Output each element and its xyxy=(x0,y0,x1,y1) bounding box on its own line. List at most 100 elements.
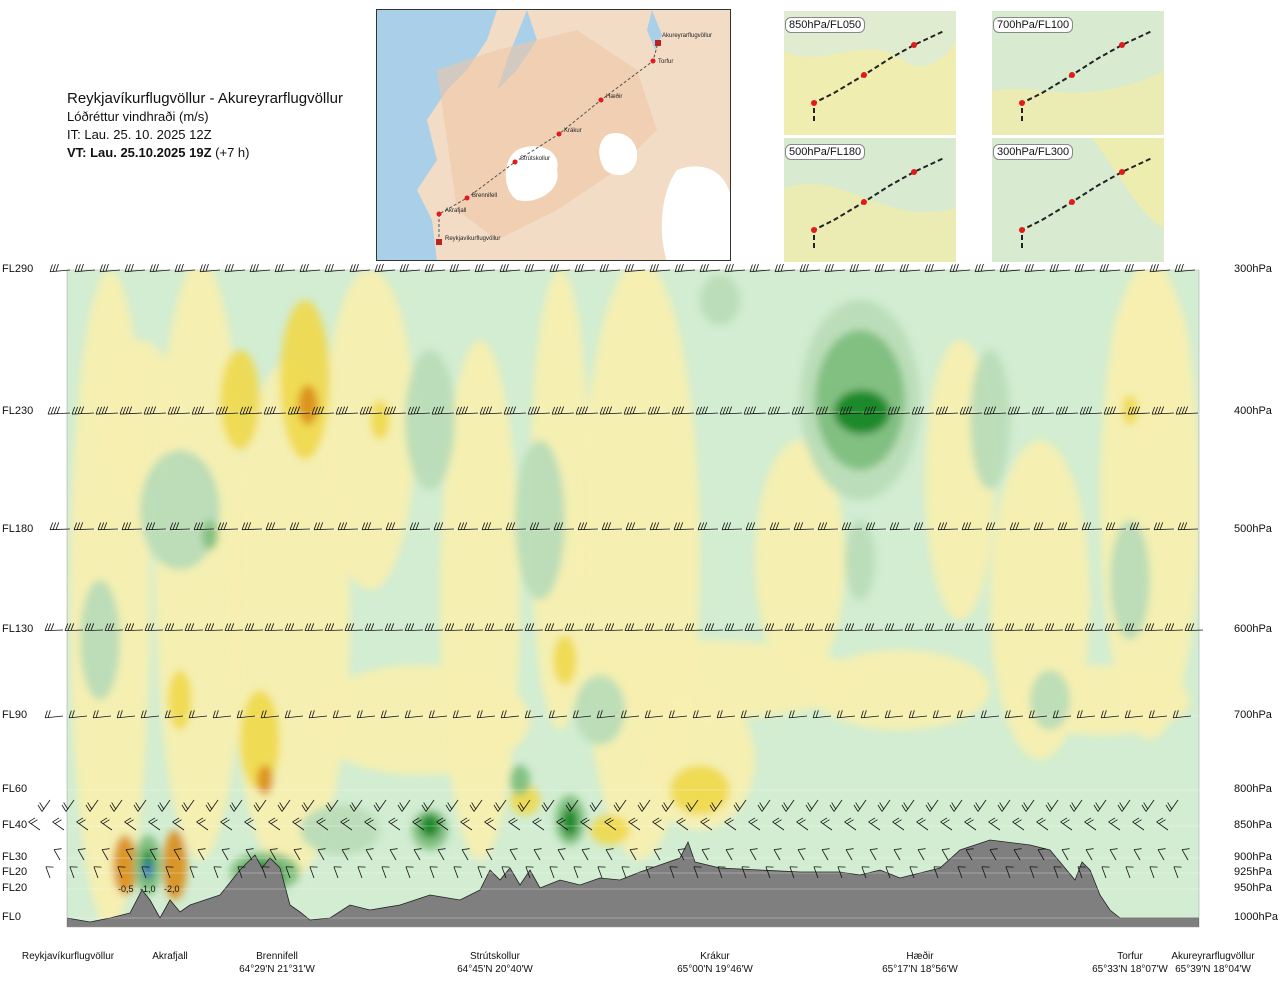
waypoint-name: Hæðir xyxy=(906,951,934,962)
map-waypoint-label: Reykjavíkurflugvöllur xyxy=(445,236,500,242)
wind-barb xyxy=(684,623,704,632)
waypoint-coordinate: 65°17'N 18°56'W xyxy=(882,964,958,975)
wind-barb xyxy=(1005,866,1014,879)
wind-barb xyxy=(748,817,761,831)
wind-barb xyxy=(93,866,102,879)
wind-barb xyxy=(700,817,713,831)
wind-barb xyxy=(944,623,964,632)
wind-barb xyxy=(573,866,582,879)
wind-barb xyxy=(47,406,71,415)
wind-barb xyxy=(189,866,198,879)
wind-barb xyxy=(719,406,743,415)
map-waypoint-label: Brennifell xyxy=(472,193,497,199)
wind-barb xyxy=(239,406,263,415)
velocity-contour xyxy=(257,765,273,795)
wind-barb xyxy=(804,623,824,632)
wind-barb xyxy=(988,817,1001,831)
wind-barb xyxy=(431,406,455,415)
wind-barb xyxy=(674,263,696,273)
vertical-velocity-field xyxy=(67,270,1199,927)
wind-barb xyxy=(574,263,596,273)
wind-barb xyxy=(293,848,302,861)
wind-barb xyxy=(764,710,784,719)
wind-barb xyxy=(817,522,839,531)
wind-barb xyxy=(849,263,871,273)
wind-barb xyxy=(815,406,839,415)
wind-barb xyxy=(904,623,924,632)
wind-barb xyxy=(241,522,263,531)
wind-barb xyxy=(224,623,244,632)
wind-barb xyxy=(333,866,342,879)
wind-barb xyxy=(1149,263,1171,273)
wind-barb xyxy=(877,799,891,812)
pressure-level-label: 600hPa xyxy=(1234,623,1272,635)
wind-barb xyxy=(124,817,137,831)
flight-level-label: FL180 xyxy=(2,523,34,535)
wind-barb xyxy=(913,522,935,531)
pressure-level-label: 850hPa xyxy=(1234,819,1272,831)
wind-barb xyxy=(949,799,963,812)
wind-barb xyxy=(544,623,564,632)
velocity-contour xyxy=(1030,670,1070,730)
wind-barb xyxy=(263,406,287,415)
wind-barb xyxy=(140,710,160,719)
wind-barb xyxy=(596,710,616,719)
wind-barb xyxy=(549,866,558,879)
flight-level-label: FL30 xyxy=(2,851,28,863)
wind-barb xyxy=(469,799,483,812)
velocity-contour xyxy=(405,350,455,490)
wind-barb xyxy=(1117,799,1131,812)
wind-barb xyxy=(205,799,219,812)
wind-barb xyxy=(821,848,830,861)
wind-barb xyxy=(961,522,983,531)
wind-barb xyxy=(532,817,545,831)
wind-barb xyxy=(1052,710,1072,719)
wind-barb xyxy=(577,522,599,531)
wind-barb xyxy=(1093,799,1107,812)
wind-barb xyxy=(413,848,422,861)
wind-barb xyxy=(505,522,527,531)
wind-barb xyxy=(1124,710,1144,719)
wind-barb xyxy=(557,848,566,861)
wind-barb xyxy=(693,866,702,879)
wind-barb xyxy=(409,522,431,531)
wind-barb xyxy=(999,263,1021,273)
velocity-contour xyxy=(553,635,577,685)
wind-barb xyxy=(167,406,191,415)
wind-barb xyxy=(265,522,287,531)
wind-barb xyxy=(841,522,863,531)
flight-level-label: FL130 xyxy=(2,623,34,635)
map-waypoint-label: Akrafjall xyxy=(445,208,466,214)
waypoint-coordinate: 65°39'N 18°04'W xyxy=(1175,964,1251,975)
map-waypoint-label: Akureyrarflugvöllur xyxy=(662,33,712,39)
wind-barb xyxy=(292,817,305,831)
pressure-level-label: 900hPa xyxy=(1234,851,1272,863)
wind-barb xyxy=(1060,817,1073,831)
wind-barb xyxy=(149,848,158,861)
wind-barb xyxy=(796,817,809,831)
wind-barb xyxy=(624,623,644,632)
valid-time: VT: Lau. 25.10.2025 19Z xyxy=(67,145,212,160)
wind-barb xyxy=(1069,799,1083,812)
wind-barb xyxy=(1151,406,1175,415)
wind-barb xyxy=(1141,799,1155,812)
wind-barb xyxy=(479,406,503,415)
wind-barb xyxy=(549,263,571,273)
wind-barb xyxy=(964,817,977,831)
wind-barb xyxy=(485,848,494,861)
wind-barb xyxy=(721,522,743,531)
wind-barb xyxy=(261,866,270,879)
velocity-contour xyxy=(810,650,990,730)
wind-barb xyxy=(1124,623,1144,632)
wind-barb xyxy=(499,263,521,273)
contour-value-label: -0,5 xyxy=(118,884,134,894)
wind-barb xyxy=(824,263,846,273)
wind-barb xyxy=(191,406,215,415)
wind-barb xyxy=(671,406,695,415)
velocity-contour xyxy=(1110,520,1150,640)
wind-barb xyxy=(1021,799,1035,812)
wind-barb xyxy=(44,623,64,632)
wind-barb xyxy=(820,817,833,831)
wind-barb xyxy=(724,623,744,632)
wind-barb xyxy=(121,522,143,531)
